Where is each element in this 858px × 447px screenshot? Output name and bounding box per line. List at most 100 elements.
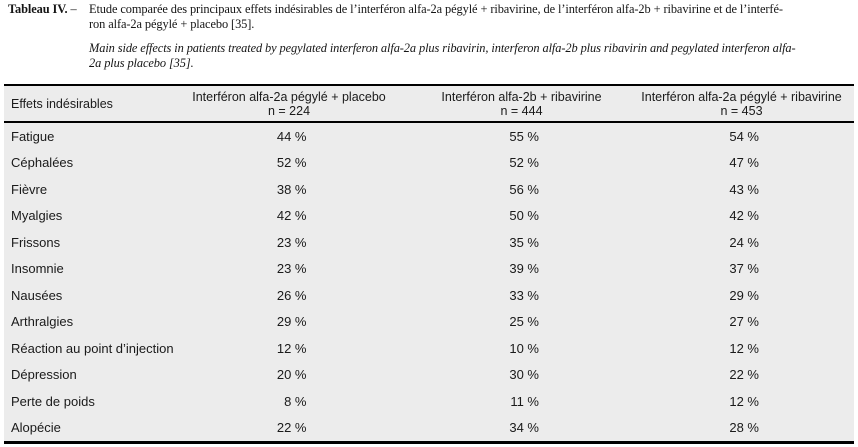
cell-alfa2a-ribavirine: 43 % (629, 182, 854, 197)
cell-value: 35 % (509, 234, 539, 250)
caption-french-text: Etude comparée des principaux effets ind… (89, 2, 856, 32)
table-row: Alopécie 22 % 34 % 28 % (4, 415, 854, 442)
cell-alfa2a-ribavirine: 22 % (629, 367, 854, 382)
cell-value: 26 % (276, 287, 307, 303)
cell-value: 29 % (729, 287, 759, 303)
cell-value: 55 % (509, 128, 539, 144)
cell-value: 8 % (284, 393, 307, 409)
caption-number: Tableau IV. (8, 2, 68, 16)
row-label: Nausées (11, 287, 63, 303)
row-label: Frissons (11, 234, 61, 250)
table-row: Fièvre 38 % 56 % 43 % (4, 176, 854, 203)
cell-placebo: 22 % (164, 420, 414, 435)
cell-alfa2b-ribavirine: 11 % (414, 394, 629, 409)
row-label: Myalgies (11, 208, 63, 224)
cell-alfa2b-ribavirine: 39 % (414, 261, 629, 276)
cell-placebo: 44 % (164, 129, 414, 144)
cell-alfa2a-ribavirine: 37 % (629, 261, 854, 276)
table-row: Céphalées 52 % 52 % 47 % (4, 150, 854, 177)
table-body: Fatigue 44 % 55 % 54 % Céphalées 52 % 52… (4, 123, 854, 441)
caption-english-text: Main side effects in patients treated by… (89, 41, 856, 71)
column-header-label: Interféron alfa-2a pégylé + ribavirine (641, 89, 842, 104)
cell-placebo: 38 % (164, 182, 414, 197)
column-header-n: n = 444 (500, 103, 543, 118)
row-label: Fièvre (11, 181, 48, 197)
cell-value: 33 % (509, 287, 539, 303)
table-row: Nausées 26 % 33 % 29 % (4, 282, 854, 309)
cell-value: 24 % (729, 234, 759, 250)
cell-alfa2b-ribavirine: 35 % (414, 235, 629, 250)
cell-value: 22 % (729, 367, 759, 383)
cell-value: 44 % (276, 128, 307, 144)
cell-alfa2a-ribavirine: 47 % (629, 155, 854, 170)
cell-alfa2a-ribavirine: 12 % (629, 394, 854, 409)
cell-alfa2a-ribavirine: 27 % (629, 314, 854, 329)
cell-alfa2b-ribavirine: 55 % (414, 129, 629, 144)
caption-english-line-1: Main side effects in patients treated by… (89, 41, 796, 55)
cell-alfa2b-ribavirine: 30 % (414, 367, 629, 382)
cell-placebo: 52 % (164, 155, 414, 170)
cell-value: 42 % (729, 208, 759, 224)
cell-placebo: 26 % (164, 288, 414, 303)
cell-value: 30 % (509, 367, 539, 383)
caption-label: Tableau IV. – (8, 2, 89, 17)
cell-value: 52 % (509, 155, 539, 171)
cell-value: 23 % (276, 261, 307, 277)
table-row: Arthralgies 29 % 25 % 27 % (4, 309, 854, 336)
table-row: Fatigue 44 % 55 % 54 % (4, 123, 854, 150)
cell-alfa2a-ribavirine: 12 % (629, 341, 854, 356)
cell-value: 25 % (509, 314, 539, 330)
row-label: Alopécie (11, 420, 61, 436)
row-label: Arthralgies (11, 314, 74, 330)
cell-placebo: 8 % (164, 394, 414, 409)
row-label: Insomnie (11, 261, 64, 277)
cell-value: 54 % (729, 128, 759, 144)
caption-french-line-1: Etude comparée des principaux effets ind… (89, 2, 783, 16)
column-header-label: Interféron alfa-2a pégylé + placebo (192, 89, 386, 104)
row-label: Perte de poids (11, 393, 95, 409)
column-header-alfa2a-placebo: Interféron alfa-2a pégylé + placebo n = … (164, 90, 414, 118)
cell-value: 50 % (509, 208, 539, 224)
table-row: Réaction au point d’injection 12 % 10 % … (4, 335, 854, 362)
cell-value: 47 % (729, 155, 759, 171)
row-label: Céphalées (11, 155, 74, 171)
cell-value: 29 % (276, 314, 307, 330)
cell-placebo: 29 % (164, 314, 414, 329)
cell-value: 12 % (276, 340, 307, 356)
cell-alfa2a-ribavirine: 24 % (629, 235, 854, 250)
cell-value: 39 % (509, 261, 539, 277)
table-row: Perte de poids 8 % 11 % 12 % (4, 388, 854, 415)
cell-alfa2a-ribavirine: 54 % (629, 129, 854, 144)
cell-placebo: 12 % (164, 341, 414, 356)
column-header-n: n = 453 (720, 103, 763, 118)
cell-value: 42 % (276, 208, 307, 224)
cell-alfa2b-ribavirine: 34 % (414, 420, 629, 435)
cell-alfa2b-ribavirine: 10 % (414, 341, 629, 356)
cell-value: 34 % (509, 420, 539, 436)
cell-value: 23 % (276, 234, 307, 250)
table-caption: Tableau IV. – Etude comparée des princip… (8, 2, 856, 71)
table-row: Dépression 20 % 30 % 22 % (4, 362, 854, 389)
table-header-row: Effets indésirables Interféron alfa-2a p… (4, 86, 854, 123)
cell-alfa2b-ribavirine: 33 % (414, 288, 629, 303)
row-label: Dépression (11, 367, 77, 383)
cell-value: 52 % (276, 155, 307, 171)
cell-value: 56 % (509, 181, 539, 197)
cell-value: 43 % (729, 181, 759, 197)
cell-value: 12 % (729, 340, 759, 356)
caption-english-line-2: 2a plus placebo [35]. (89, 56, 194, 70)
table-row: Frissons 23 % 35 % 24 % (4, 229, 854, 256)
cell-placebo: 20 % (164, 367, 414, 382)
cell-value: 38 % (276, 181, 307, 197)
cell-alfa2b-ribavirine: 52 % (414, 155, 629, 170)
cell-alfa2a-ribavirine: 28 % (629, 420, 854, 435)
cell-alfa2a-ribavirine: 42 % (629, 208, 854, 223)
caption-dash: – (70, 2, 77, 16)
cell-alfa2b-ribavirine: 25 % (414, 314, 629, 329)
cell-value: 20 % (276, 367, 307, 383)
column-header-effets-indesirables: Effets indésirables (11, 96, 113, 111)
cell-value: 37 % (729, 261, 759, 277)
cell-value: 11 % (510, 393, 539, 409)
cell-value: 10 % (509, 340, 539, 356)
